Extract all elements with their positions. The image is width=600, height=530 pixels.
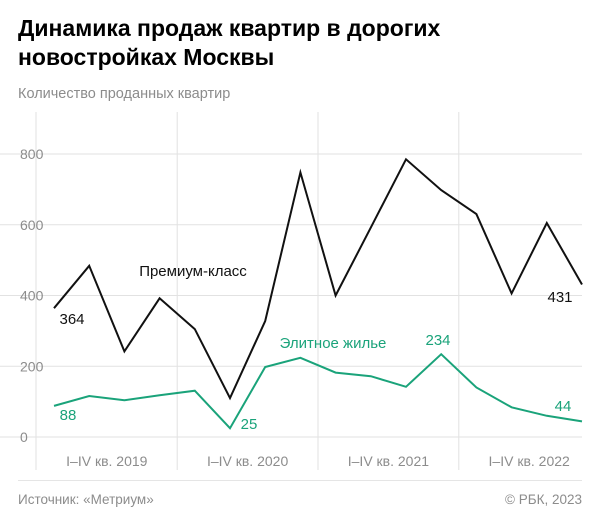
elite-min-value-label: 25 [241,416,258,433]
premium-series-legend-label: Премиум-класс [139,263,247,280]
source-note: Источник: «Метриум» [18,492,154,507]
chart-title: Динамика продаж квартир в дорогих новост… [18,15,441,70]
elite-series-line [53,352,583,430]
x-tick-label: I–IV кв. 2022 [489,453,570,469]
y-tick-label: 800 [20,146,44,162]
x-tick-label: I–IV кв. 2020 [207,453,288,469]
y-tick-label: 200 [20,358,44,374]
y-tick-label: 600 [20,217,44,233]
premium-start-value-label: 364 [59,311,84,328]
copyright-note: © РБК, 2023 [505,492,582,507]
elite-series-legend-label: Элитное жилье [280,335,387,352]
elite-end-value-label: 44 [555,398,572,415]
x-tick-label: I–IV кв. 2021 [348,453,429,469]
elite-max-value-label: 234 [425,332,450,349]
chart-subtitle: Количество проданных квартир [18,86,231,102]
y-tick-label: 0 [20,429,28,445]
y-tick-label: 400 [20,288,44,304]
footer-divider [18,480,582,481]
elite-start-value-label: 88 [60,407,77,424]
premium-series-line [53,157,583,401]
x-tick-label: I–IV кв. 2019 [66,453,147,469]
premium-end-value-label: 431 [547,289,572,306]
